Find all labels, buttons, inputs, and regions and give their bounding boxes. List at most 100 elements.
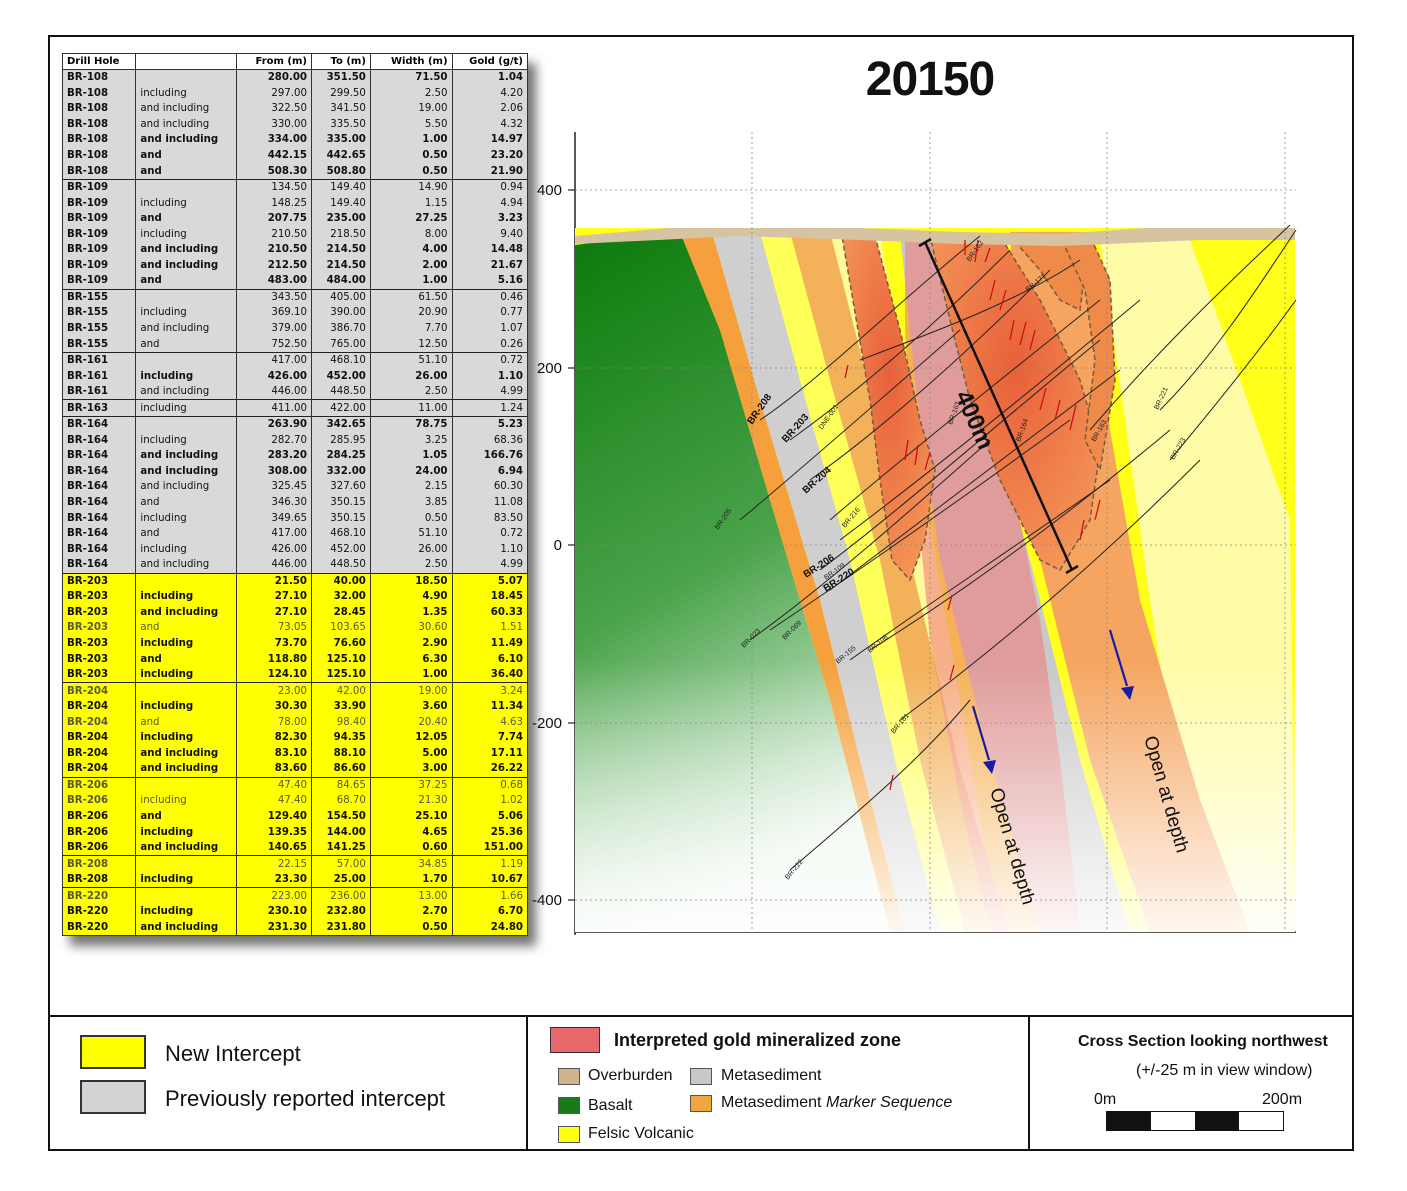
table-row: BR-204 and including 83.10 88.10 5.00 17.11 [61, 745, 529, 762]
cell-to: 103.65 [311, 620, 371, 636]
cell-from: 442.15 [235, 147, 313, 164]
cell-drill-hole: BR-164 [61, 448, 137, 464]
header-to: To (m) [311, 53, 371, 70]
cell-drill-hole: BR-108 [61, 85, 137, 102]
cell-width: 61.50 [369, 288, 453, 306]
cell-drill-hole: BR-203 [61, 572, 137, 590]
cell-gold: 0.46 [451, 288, 529, 306]
cell-note: including [135, 399, 237, 417]
table-row: BR-203 including 124.10 125.10 1.00 36.40 [61, 666, 529, 683]
table-row: BR-206 including 139.35 144.00 4.65 25.36 [61, 824, 529, 840]
cell-note: including [135, 432, 237, 449]
cell-from: 27.10 [235, 604, 313, 621]
cell-width: 20.90 [369, 305, 453, 321]
legend-intercepts: New Intercept Previously reported interc… [48, 1015, 528, 1151]
header-gold: Gold (g/t) [451, 53, 529, 70]
header-from: From (m) [235, 53, 313, 70]
cell-width: 18.50 [369, 572, 453, 590]
table-row: BR-220 including 230.10 232.80 2.70 6.70 [61, 903, 529, 920]
intercept-table: Drill Hole From (m) To (m) Width (m) Gol… [61, 53, 529, 937]
table-row: BR-203 and 73.05 103.65 30.60 1.51 [61, 620, 529, 636]
cell-from: 140.65 [235, 839, 313, 856]
cell-gold: 4.32 [451, 116, 529, 133]
cell-to: 214.50 [311, 242, 371, 258]
cell-gold: 7.74 [451, 729, 529, 746]
table-row: BR-155 and including 379.00 386.70 7.70 1.07 [61, 320, 529, 337]
cell-note: and including [135, 463, 237, 480]
cell-from: 78.00 [235, 714, 313, 730]
cell-from: 263.90 [235, 416, 313, 433]
table-row: BR-164 including 349.65 350.15 0.50 83.50 [61, 510, 529, 526]
cell-to: 231.80 [311, 919, 371, 937]
table-row: BR-203 and including 27.10 28.45 1.35 60.33 [61, 604, 529, 621]
cell-from: 483.00 [235, 273, 313, 290]
cell-drill-hole: BR-204 [61, 714, 137, 730]
cell-gold: 14.97 [451, 132, 529, 148]
elevation-label-200: 200 [537, 360, 562, 377]
cell-gold: 4.99 [451, 556, 529, 573]
cell-to: 84.65 [311, 776, 371, 794]
cell-drill-hole: BR-161 [61, 351, 137, 369]
cell-width: 1.70 [369, 871, 453, 888]
cell-gold: 4.20 [451, 85, 529, 102]
cell-to: 284.25 [311, 448, 371, 464]
cell-width: 5.00 [369, 745, 453, 762]
cell-note: and including [135, 448, 237, 464]
cell-from: 30.30 [235, 698, 313, 715]
table-row: BR-109 134.50 149.40 14.90 0.94 [61, 178, 529, 196]
header-drill-hole: Drill Hole [61, 53, 137, 70]
cell-note: including [135, 871, 237, 888]
cell-gold: 23.20 [451, 147, 529, 164]
table-row: BR-164 including 426.00 452.00 26.00 1.10 [61, 541, 529, 557]
view-window-label: (+/-25 m in view window) [1136, 1062, 1313, 1079]
table-row: BR-164 and including 308.00 332.00 24.00 6.94 [61, 463, 529, 480]
cell-note: and including [135, 242, 237, 258]
cell-note: including [135, 635, 237, 652]
cell-width: 0.50 [369, 510, 453, 526]
cell-from: 210.50 [235, 226, 313, 243]
table-row: BR-155 343.50 405.00 61.50 0.46 [61, 288, 529, 306]
cell-from: 73.05 [235, 620, 313, 636]
cell-width: 8.00 [369, 226, 453, 243]
table-row: BR-155 including 369.10 390.00 20.90 0.77 [61, 305, 529, 321]
cell-from: 343.50 [235, 288, 313, 306]
section-title: 20150 [865, 53, 995, 106]
cell-gold: 60.30 [451, 479, 529, 495]
table-row: BR-164 including 282.70 285.95 3.25 68.36 [61, 432, 529, 449]
cell-to: 235.00 [311, 210, 371, 227]
cell-width: 1.00 [369, 666, 453, 683]
cell-note: including [135, 305, 237, 321]
cell-gold: 1.07 [451, 320, 529, 337]
cell-from: 322.50 [235, 101, 313, 117]
cell-gold: 4.94 [451, 195, 529, 211]
cell-to: 86.60 [311, 761, 371, 778]
cell-gold: 9.40 [451, 226, 529, 243]
cell-width: 1.05 [369, 448, 453, 464]
table-row: BR-164 263.90 342.65 78.75 5.23 [61, 416, 529, 433]
cell-to: 40.00 [311, 572, 371, 590]
legend-orientation: Cross Section looking northwest (+/-25 m… [1030, 1015, 1354, 1151]
cell-from: 379.00 [235, 320, 313, 337]
mineralized-zone-swatch [550, 1027, 600, 1053]
cell-gold: 18.45 [451, 589, 529, 605]
table-row: BR-109 including 210.50 218.50 8.00 9.40 [61, 226, 529, 243]
cell-from: 73.70 [235, 635, 313, 652]
cell-to: 405.00 [311, 288, 371, 306]
cell-note: including [135, 666, 237, 683]
cell-to: 141.25 [311, 839, 371, 856]
table-row: BR-161 417.00 468.10 51.10 0.72 [61, 351, 529, 369]
metasediment-label: Metasediment [721, 1067, 822, 1084]
cell-width: 3.25 [369, 432, 453, 449]
cell-width: 5.50 [369, 116, 453, 133]
cell-to: 332.00 [311, 463, 371, 480]
cell-gold: 5.23 [451, 416, 529, 433]
cell-from: 21.50 [235, 572, 313, 590]
cell-gold: 24.80 [451, 919, 529, 937]
cell-note: and including [135, 604, 237, 621]
cell-drill-hole: BR-203 [61, 589, 137, 605]
cell-gold: 6.94 [451, 463, 529, 480]
cell-drill-hole: BR-164 [61, 556, 137, 573]
cell-drill-hole: BR-155 [61, 320, 137, 337]
cell-drill-hole: BR-203 [61, 651, 137, 667]
cell-drill-hole: BR-203 [61, 604, 137, 621]
